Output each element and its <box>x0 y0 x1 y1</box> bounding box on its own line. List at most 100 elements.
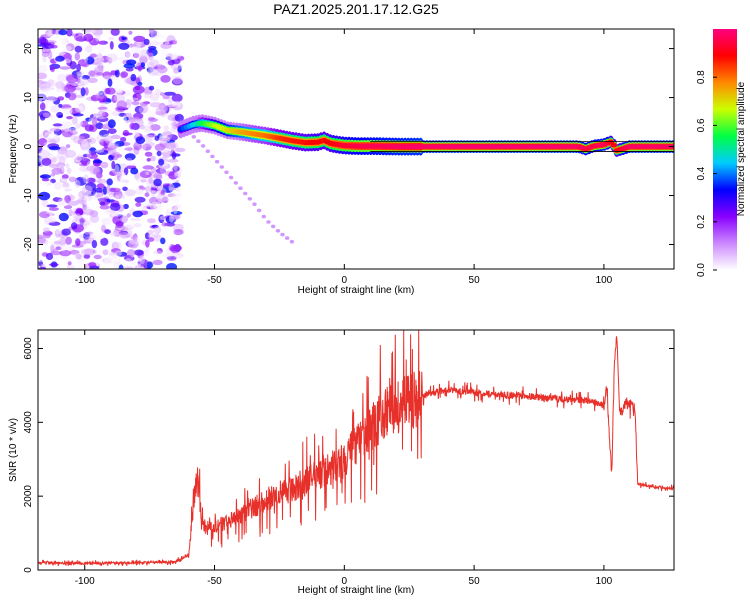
noise-cell <box>89 214 100 224</box>
noise-cell <box>170 63 183 71</box>
y-tick-label: 2000 <box>23 485 34 508</box>
noise-cell <box>116 100 128 109</box>
noise-cell <box>148 178 154 184</box>
noise-cell <box>110 134 121 140</box>
noise-cell <box>108 251 117 256</box>
noise-cell <box>49 263 59 267</box>
noise-cell <box>93 166 102 176</box>
noise-cell <box>78 218 86 223</box>
noise-cell <box>82 197 90 206</box>
noise-cell <box>90 106 97 115</box>
noise-cell <box>72 213 82 219</box>
noise-cell <box>148 74 154 79</box>
noise-cell <box>146 157 151 162</box>
noise-cell <box>83 174 89 184</box>
y-tick-label: 10 <box>23 92 34 104</box>
noise-cell <box>95 248 102 253</box>
noise-cell <box>135 136 146 144</box>
noise-cell <box>168 183 175 192</box>
noise-cell <box>38 98 42 105</box>
secondary-trace-cell <box>196 139 201 143</box>
secondary-trace-cell <box>214 159 220 164</box>
noise-cell <box>57 73 68 82</box>
noise-cell <box>114 250 122 256</box>
noise-cell <box>48 155 54 159</box>
noise-cell <box>49 213 54 220</box>
noise-cell <box>38 72 47 80</box>
noise-cell <box>152 259 163 266</box>
noise-cell <box>144 232 150 240</box>
noise-cell <box>45 252 54 261</box>
noise-cell <box>167 193 176 198</box>
noise-cell <box>94 44 100 53</box>
noise-cell <box>104 229 111 235</box>
noise-cell <box>112 260 121 269</box>
secondary-trace-cell <box>219 165 224 169</box>
noise-cell <box>153 226 162 235</box>
noise-cell <box>133 116 141 121</box>
noise-cell <box>165 51 171 56</box>
noise-cell <box>128 97 139 101</box>
noise-cell <box>94 187 103 194</box>
noise-cell <box>147 229 154 234</box>
noise-cell <box>160 225 173 231</box>
x-tick-label: 100 <box>596 275 613 286</box>
noise-cell <box>121 226 129 231</box>
noise-cell <box>38 191 51 201</box>
y-tick-label: -10 <box>23 188 34 203</box>
x-tick-label: 50 <box>469 275 481 286</box>
y-tick-label: 4000 <box>23 411 34 434</box>
x-tick-label: -50 <box>207 275 222 286</box>
noise-cell <box>75 238 81 247</box>
noise-cell <box>122 266 131 269</box>
noise-cell <box>170 244 181 253</box>
noise-cell <box>49 127 61 132</box>
noise-cell <box>162 253 173 258</box>
noise-cell <box>84 209 95 216</box>
noise-cell <box>160 237 166 245</box>
noise-cell <box>82 185 93 194</box>
secondary-trace-cell <box>280 232 285 237</box>
secondary-trace-cell <box>285 236 290 240</box>
noise-cell <box>54 229 61 238</box>
noise-cell <box>132 85 145 95</box>
colorbar-tick-label: 0.2 <box>696 214 707 228</box>
noise-cell <box>83 33 94 42</box>
noise-cell <box>161 130 173 140</box>
noise-cell <box>78 149 83 157</box>
noise-cell <box>63 84 76 93</box>
noise-cell <box>109 202 121 212</box>
noise-cell <box>153 66 159 70</box>
noise-cell <box>105 252 116 259</box>
noise-cell <box>66 43 75 52</box>
noise-cell <box>74 168 81 176</box>
noise-cell <box>41 42 51 46</box>
noise-cell <box>76 265 82 269</box>
noise-cell <box>155 111 166 116</box>
noise-cell <box>118 42 130 50</box>
noise-cell <box>131 261 137 266</box>
noise-cell <box>90 150 96 156</box>
noise-cell <box>95 72 105 76</box>
noise-cell <box>154 203 164 213</box>
ridge-cell <box>610 143 618 148</box>
noise-cell <box>107 143 119 149</box>
noise-cell <box>61 174 69 180</box>
noise-cell <box>176 186 182 195</box>
noise-cell <box>121 210 126 215</box>
noise-cell <box>79 78 89 86</box>
noise-cell <box>143 137 153 143</box>
spectrogram-x-ticks: -100 -50 0 50 100 <box>75 29 613 286</box>
noise-cell <box>98 40 105 45</box>
noise-cell <box>173 206 178 215</box>
noise-cell <box>41 178 50 182</box>
noise-cell <box>54 38 66 43</box>
noise-cell <box>134 249 144 256</box>
noise-cell <box>155 34 166 39</box>
noise-cell <box>172 252 184 259</box>
noise-cell <box>108 254 113 263</box>
noise-cell <box>140 179 147 183</box>
noise-cell <box>163 125 169 131</box>
noise-cell <box>101 218 112 226</box>
noise-cell <box>126 213 131 218</box>
